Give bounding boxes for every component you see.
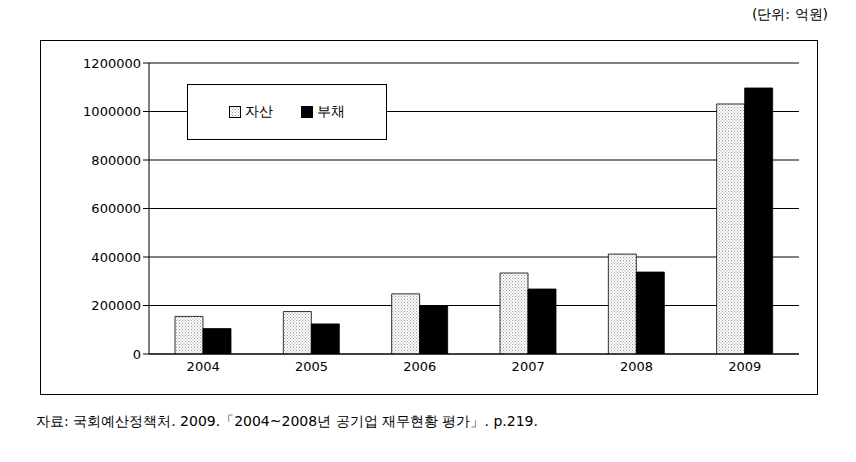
svg-text:2006: 2006 (403, 359, 436, 374)
svg-text:800000: 800000 (91, 153, 141, 168)
svg-text:1000000: 1000000 (83, 104, 141, 119)
svg-text:2007: 2007 (512, 359, 545, 374)
svg-text:0: 0 (133, 347, 141, 362)
svg-text:2004: 2004 (187, 359, 220, 374)
html-text:자료: 국회예산정책처. 2009.「2004~2008년: 자료: 국회예산정책처. 2009.「2004~2008년 공기업 재무현황 평… (36, 413, 538, 429)
svg-text:2005: 2005 (295, 359, 328, 374)
svg-text:400000: 400000 (91, 250, 141, 265)
svg-text:2008: 2008 (620, 359, 653, 374)
svg-text:1200000: 1200000 (83, 56, 141, 71)
html-text:부채: 부채 (317, 103, 345, 119)
svg-text:2009: 2009 (728, 359, 761, 374)
svg-text:200000: 200000 (91, 298, 141, 313)
html-text:(단위: 억원): (단위: 억원) (751, 6, 828, 22)
html-text:자산: 자산 (245, 103, 273, 119)
svg-text:600000: 600000 (91, 201, 141, 216)
